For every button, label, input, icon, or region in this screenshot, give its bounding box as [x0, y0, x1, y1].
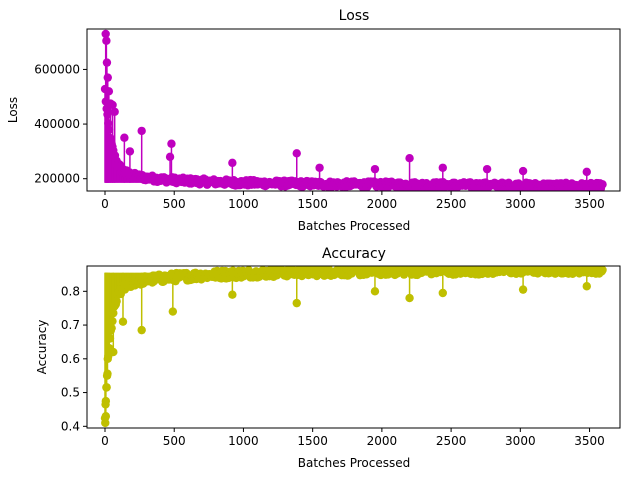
data-point [108, 316, 117, 326]
data-point [137, 325, 146, 335]
y-tick-label: 0.8 [61, 284, 80, 298]
y-tick-label: 400000 [34, 117, 80, 131]
data-point [438, 288, 447, 298]
loss-marks [100, 29, 607, 191]
x-tick-label: 2000 [367, 434, 398, 448]
data-point [101, 418, 110, 428]
x-tick-label: 1000 [228, 197, 259, 211]
data-point [101, 400, 110, 409]
x-tick-label: 3000 [505, 197, 536, 211]
loss-panel: Loss 0 500 1000 1500 2000 2500 3000 3500 200000 4… [6, 8, 621, 233]
data-point [101, 411, 111, 421]
data-point [370, 287, 380, 296]
accuracy-axes-frame [86, 265, 621, 429]
accuracy-title: Accuracy [322, 246, 386, 262]
data-point [598, 180, 607, 189]
data-point [102, 36, 111, 45]
accuracy-panel: Accuracy 0 500 1000 1500 2000 2500 3000 3500 0.4… [35, 246, 621, 470]
data-point [165, 152, 175, 162]
data-point [103, 73, 112, 82]
data-point [167, 139, 176, 148]
y-tick-label: 0.4 [61, 419, 80, 433]
x-tick-label: 0 [101, 197, 109, 211]
x-tick-label: 500 [163, 197, 186, 211]
data-point [168, 307, 178, 316]
loss-ticks: 0 500 1000 1500 2000 2500 3000 3500 200000 400000… [34, 62, 605, 211]
x-tick-label: 0 [101, 434, 109, 448]
data-point [102, 58, 112, 67]
y-tick-label: 600000 [34, 62, 80, 76]
data-point [137, 126, 146, 136]
data-point [118, 317, 128, 326]
data-point [370, 164, 380, 174]
data-point [405, 154, 414, 163]
data-point [315, 163, 324, 172]
data-point [292, 149, 301, 158]
y-tick-label: 0.7 [61, 318, 80, 332]
accuracy-xlabel: Batches Processed [298, 456, 410, 470]
loss-ylabel: Loss [6, 97, 20, 123]
x-tick-label: 1500 [297, 434, 328, 448]
data-point [518, 166, 528, 176]
data-point [103, 110, 112, 119]
x-tick-label: 3500 [574, 197, 605, 211]
data-point [112, 297, 121, 306]
data-point [105, 334, 115, 343]
data-point [292, 298, 301, 308]
data-point [107, 323, 116, 333]
y-tick-label: 200000 [34, 172, 80, 186]
x-tick-label: 1500 [297, 197, 328, 211]
x-tick-label: 500 [163, 434, 186, 448]
data-point [104, 87, 114, 96]
data-point [482, 164, 492, 174]
x-tick-label: 1000 [228, 434, 259, 448]
data-point [109, 347, 118, 357]
data-point [438, 163, 447, 172]
data-point [102, 383, 111, 392]
data-point [228, 290, 237, 299]
accuracy-ticks: 0 500 1000 1500 2000 2500 3000 3500 0.4 0.5 0.6 0.7… [61, 284, 605, 448]
accuracy-marks [100, 266, 607, 428]
data-point [598, 266, 607, 275]
data-point [104, 119, 113, 128]
data-point [405, 293, 414, 303]
y-tick-label: 0.6 [61, 352, 80, 366]
x-tick-label: 3000 [505, 434, 536, 448]
x-tick-label: 2500 [436, 197, 467, 211]
x-tick-label: 2500 [436, 434, 467, 448]
accuracy-points [100, 266, 607, 428]
data-point [110, 107, 119, 116]
loss-xlabel: Batches Processed [298, 219, 410, 233]
loss-points [100, 29, 607, 191]
data-point [101, 29, 110, 39]
x-tick-label: 2000 [367, 197, 398, 211]
data-point [102, 371, 112, 380]
data-point [103, 354, 112, 364]
x-tick-label: 3500 [574, 434, 605, 448]
data-point [125, 147, 135, 156]
y-tick-label: 0.5 [61, 386, 80, 400]
data-point [582, 167, 591, 177]
loss-title: Loss [339, 8, 370, 24]
data-point [582, 282, 591, 291]
accuracy-ylabel: Accuracy [35, 320, 49, 375]
loss-axes-frame [86, 28, 621, 192]
data-point [518, 285, 528, 294]
data-point [120, 133, 129, 142]
data-point [108, 100, 117, 110]
data-point [228, 158, 237, 168]
data-point [104, 125, 114, 134]
data-point [109, 308, 118, 318]
